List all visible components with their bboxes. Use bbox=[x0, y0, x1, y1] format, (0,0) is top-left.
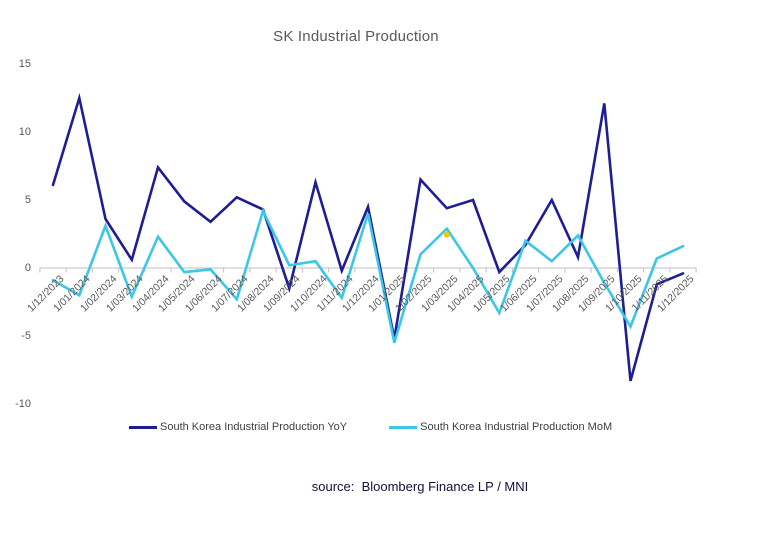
chart-title: SK Industrial Production bbox=[273, 28, 439, 45]
y-axis-label: 5 bbox=[24, 194, 31, 206]
y-axis-label: 0 bbox=[24, 262, 31, 274]
source-text: source: Bloomberg Finance LP / MNI bbox=[311, 479, 529, 494]
y-axis-label: -10 bbox=[15, 398, 31, 410]
y-axis-label: -5 bbox=[21, 330, 31, 342]
y-axis-label: 15 bbox=[18, 58, 31, 70]
legend-label-yoy: South Korea Industrial Production YoY bbox=[160, 421, 348, 433]
mom-line-swatch-icon bbox=[389, 425, 418, 429]
yoy-line-swatch-icon bbox=[129, 425, 157, 429]
highlight-dot-icon bbox=[443, 231, 450, 238]
legend-label-mom: South Korea Industrial Production MoM bbox=[420, 421, 613, 433]
legend: South Korea Industrial Production YoY So… bbox=[129, 421, 612, 433]
legend-item-yoy: South Korea Industrial Production YoY bbox=[129, 421, 347, 433]
y-axis-label: 10 bbox=[18, 126, 31, 138]
legend-item-mom: South Korea Industrial Production MoM bbox=[389, 421, 612, 433]
yoy-line bbox=[51, 92, 685, 382]
mom-line bbox=[51, 207, 685, 344]
